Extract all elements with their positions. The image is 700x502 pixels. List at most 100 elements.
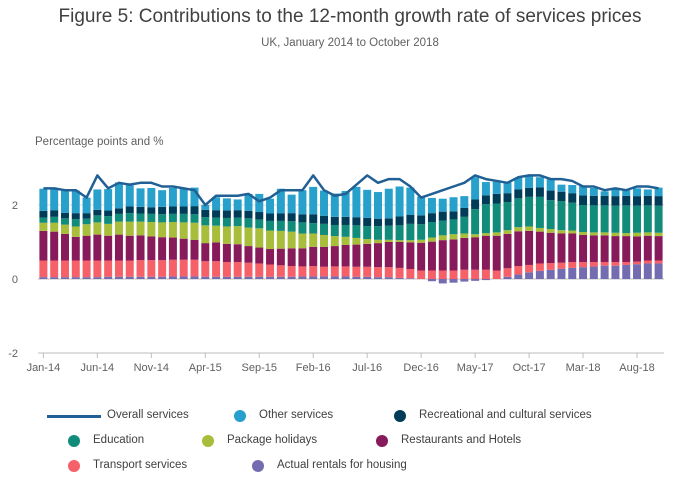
bar-segment-restaurants xyxy=(82,235,91,261)
bar-segment-rentals xyxy=(654,263,663,279)
bar-segment-transport xyxy=(471,269,480,279)
bar-segment-education xyxy=(255,219,264,229)
bar-segment-education xyxy=(136,213,145,222)
bar-segment-transport xyxy=(114,260,123,277)
bar-segment-restaurants xyxy=(212,242,221,262)
bar-segment-restaurants xyxy=(643,235,652,261)
bar-segment-education xyxy=(492,203,501,233)
bar-segment-rentals xyxy=(309,276,318,279)
bar-segment-restaurants xyxy=(104,235,113,261)
bar-segment-restaurants xyxy=(417,242,426,271)
bar-segment-other xyxy=(60,190,69,213)
bar-segment-other xyxy=(190,187,199,207)
x-tick-label: Dec-16 xyxy=(403,362,438,374)
bar-segment-restaurants xyxy=(633,236,642,262)
bar-segment-recreational xyxy=(525,187,534,197)
bar-segment-education xyxy=(525,196,534,227)
bar-segment-education xyxy=(417,224,426,240)
bar-segment-rentals xyxy=(93,277,102,279)
bar-segment-package xyxy=(654,232,663,237)
bar-segment-transport xyxy=(427,270,436,279)
bar-segment-package xyxy=(503,230,512,234)
bar-segment-recreational xyxy=(104,210,113,217)
bar-segment-education xyxy=(93,215,102,223)
bar-segment-education xyxy=(125,213,134,222)
bar-segment-transport xyxy=(201,261,210,277)
bar-segment-recreational xyxy=(611,196,620,206)
bar-segment-education xyxy=(438,220,447,236)
bar-segment-other xyxy=(82,197,91,214)
bar-segment-other xyxy=(395,186,404,217)
bar-segment-recreational xyxy=(503,193,512,203)
bar-segment-transport xyxy=(568,261,577,268)
bar-segment-recreational xyxy=(363,217,372,227)
bar-segment-education xyxy=(309,223,318,234)
bar-segment-restaurants xyxy=(255,247,264,264)
bar-segment-other xyxy=(158,190,167,207)
bar-segment-recreational xyxy=(158,206,167,215)
bar-segment-restaurants xyxy=(589,235,598,262)
bar-segment-package xyxy=(71,226,80,237)
bar-segment-recreational xyxy=(395,216,404,226)
bar-segment-recreational xyxy=(233,210,242,218)
bar-segment-transport xyxy=(125,260,134,277)
bar-segment-rentals xyxy=(212,276,221,279)
bar-segment-recreational xyxy=(82,213,91,219)
bar-segment-other xyxy=(546,179,555,191)
bar-segment-restaurants xyxy=(136,235,145,261)
bar-segment-other xyxy=(104,189,113,211)
bar-segment-recreational xyxy=(71,213,80,220)
overall-services-line xyxy=(43,174,659,207)
bar-segment-other xyxy=(244,193,253,211)
bar-segment-transport xyxy=(309,266,318,277)
bar-segment-education xyxy=(287,221,296,232)
bar-segment-restaurants xyxy=(309,246,318,267)
bar-segment-rentals xyxy=(384,277,393,279)
bar-segment-other xyxy=(535,177,544,188)
bar-segment-rentals xyxy=(622,264,631,279)
bar-segment-other xyxy=(71,190,80,214)
bar-segment-recreational xyxy=(492,193,501,204)
legend-swatch-education xyxy=(68,435,80,447)
bar-segment-education xyxy=(514,198,523,228)
bar-segment-package xyxy=(341,236,350,245)
bar-segment-recreational xyxy=(406,214,415,224)
bar-segment-recreational xyxy=(438,211,447,221)
bar-segment-restaurants xyxy=(449,239,458,271)
bar-segment-transport xyxy=(600,261,609,266)
bar-segment-education xyxy=(535,196,544,228)
bar-segment-recreational xyxy=(298,214,307,223)
bar-segment-other xyxy=(287,194,296,214)
bar-segment-rentals xyxy=(114,276,123,279)
bar-segment-other xyxy=(330,193,339,217)
bar-segment-package xyxy=(201,225,210,244)
bar-segment-restaurants xyxy=(287,248,296,267)
bar-segment-rentals xyxy=(255,276,264,279)
bar-segment-education xyxy=(622,205,631,234)
bar-segment-package xyxy=(633,232,642,237)
bar-segment-restaurants xyxy=(39,230,48,261)
chart-subtitle: UK, January 2014 to October 2018 xyxy=(261,37,439,49)
bar-segment-recreational xyxy=(39,210,48,218)
bar-segment-other xyxy=(611,189,620,197)
x-tick-label: May-17 xyxy=(457,362,494,374)
bar-segment-education xyxy=(460,216,469,234)
bar-segment-restaurants xyxy=(93,234,102,261)
bar-segment-restaurants xyxy=(352,244,361,267)
bar-segment-education xyxy=(168,213,177,223)
legend-swatch-other xyxy=(234,410,246,422)
bar-segment-transport xyxy=(266,264,275,277)
x-tick-label: Jun-14 xyxy=(81,362,115,374)
bar-segment-other xyxy=(309,186,318,215)
bar-segment-restaurants xyxy=(535,231,544,264)
legend-swatch-recreational xyxy=(394,410,406,422)
bar-segment-restaurants xyxy=(168,237,177,260)
bar-segment-package xyxy=(158,222,167,238)
bar-segment-recreational xyxy=(179,206,188,214)
bar-segment-other xyxy=(179,187,188,207)
bar-segment-education xyxy=(568,202,577,231)
bar-segment-other xyxy=(255,193,264,213)
legend-label: Recreational and cultural services xyxy=(419,409,592,421)
x-tick-label: Mar-18 xyxy=(566,362,601,374)
bar-segment-transport xyxy=(50,260,59,278)
